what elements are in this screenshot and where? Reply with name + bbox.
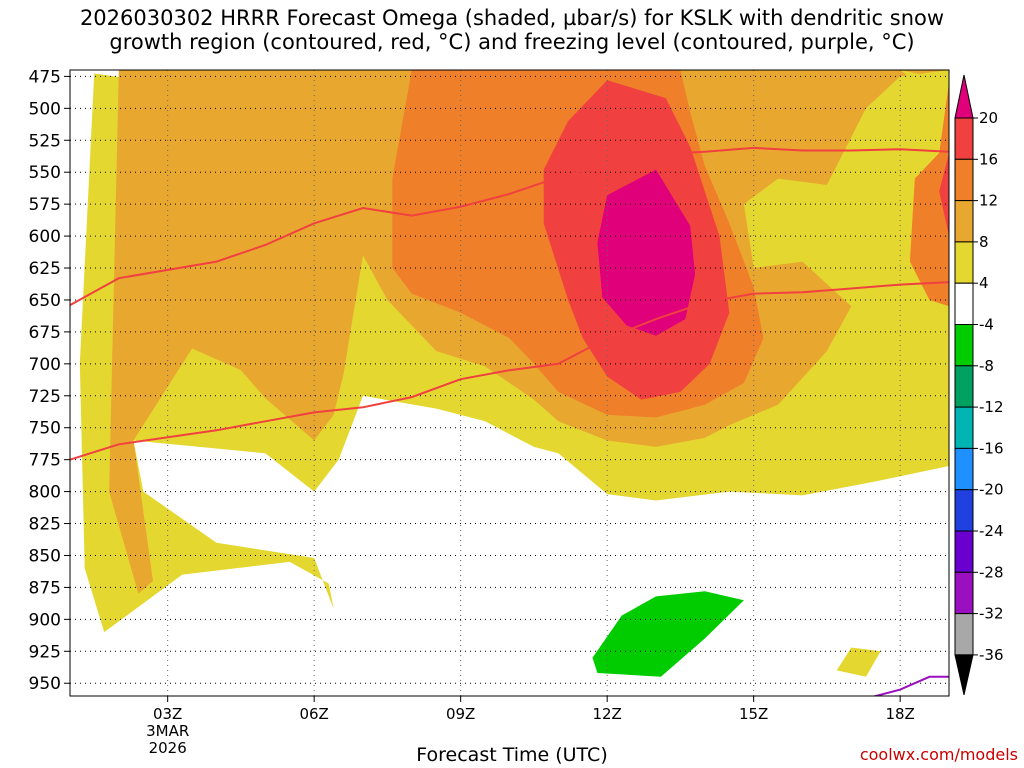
y-tick-label-475: 475 [29, 67, 61, 87]
y-tick-label-550: 550 [29, 163, 61, 183]
colorbar-label-1: 16 [979, 150, 998, 168]
y-tick-label-850: 850 [29, 546, 61, 566]
colorbar-swatch-5 [954, 282, 974, 326]
y-tick-label-725: 725 [29, 387, 61, 407]
title-line-1: 2026030302 HRRR Forecast Omega (shaded, … [79, 6, 945, 30]
x-tick-label-09Z: 09Z [446, 705, 475, 723]
x-tick-label-06Z: 06Z [299, 705, 328, 723]
y-tick-label-825: 825 [29, 515, 61, 535]
omega-region-level-16b [939, 153, 949, 237]
omega-colorbar: 20 16 12 8 4 -4 -8 -12 -16 -20 -24 -28 -32 -36 [954, 74, 1004, 696]
title-line-2: growth region (contoured, red, °C) and f… [109, 30, 915, 54]
colorbar-swatch-7 [954, 365, 974, 408]
colorbar-label-4: 4 [979, 274, 989, 292]
colorbar-label-11: -28 [979, 563, 1004, 581]
x-tick-label-12Z: 12Z [592, 705, 621, 723]
colorbar-label-6: -8 [979, 357, 994, 375]
y-tick-label-525: 525 [29, 131, 61, 151]
y-tick-label-675: 675 [29, 323, 61, 343]
contour-layer [70, 146, 949, 696]
y-tick-label-500: 500 [29, 99, 61, 119]
colorbar-label-2: 12 [979, 192, 998, 210]
colorbar-swatch-3 [954, 200, 974, 243]
omega-region-level-neg4 [592, 591, 744, 677]
x-date-label: 3MAR [146, 722, 189, 740]
colorbar-label-8: -16 [979, 439, 1004, 457]
colorbar-label-9: -20 [979, 481, 1004, 499]
colorbar-swatch-4 [954, 241, 974, 284]
colorbar-arrow-bottom [954, 654, 974, 696]
colorbar-label-5: -4 [979, 316, 994, 334]
y-tick-label-800: 800 [29, 483, 61, 503]
colorbar-label-10: -24 [979, 522, 1004, 540]
colorbar-swatch-1 [954, 117, 974, 160]
y-tick-label-775: 775 [29, 451, 61, 471]
terrain-band [70, 696, 949, 704]
plot-frame [69, 69, 950, 697]
colorbar-label-3: 8 [979, 233, 989, 251]
colorbar-label-0: 20 [979, 109, 998, 127]
colorbar-swatch-10 [954, 489, 974, 532]
x-tick-label-03Z: 03Z [153, 705, 182, 723]
omega-region-level-12b [909, 82, 949, 307]
colorbar-swatch-9 [954, 447, 974, 491]
colorbar-label-13: -36 [979, 646, 1004, 664]
colorbar-label-12: -32 [979, 605, 1004, 623]
colorbar-swatch-6 [954, 324, 974, 367]
freezing-level-contour [871, 675, 949, 696]
y-tick-label-950: 950 [29, 674, 61, 694]
y-tick-label-875: 875 [29, 578, 61, 598]
omega-region-level-4-patch [836, 647, 881, 677]
x-year-label: 2026 [149, 739, 187, 757]
omega-region-level-20 [597, 169, 696, 336]
x-tick-label-15Z: 15Z [739, 705, 768, 723]
y-tick-label-625: 625 [29, 259, 61, 279]
pressure-axis: 475 500 525 550 575 600 625 650 675 700 725 750 775 8… [29, 67, 70, 694]
y-tick-label-575: 575 [29, 195, 61, 215]
colorbar-swatch-13 [954, 613, 974, 656]
dendritic-contour-2 [70, 281, 949, 461]
colorbar-label-7: -12 [979, 398, 1004, 416]
y-tick-label-600: 600 [29, 227, 61, 247]
x-tick-label-18Z: 18Z [885, 705, 914, 723]
colorbar-swatch-11 [954, 530, 974, 573]
colorbar-swatch-12 [954, 571, 974, 615]
y-tick-label-700: 700 [29, 355, 61, 375]
omega-region-level-4-trough [900, 70, 949, 90]
y-tick-label-900: 900 [29, 610, 61, 630]
chart-title: 2026030302 HRRR Forecast Omega (shaded, … [0, 6, 1024, 54]
y-tick-label-925: 925 [29, 642, 61, 662]
omega-shading [70, 70, 949, 704]
colorbar-swatch-2 [954, 158, 974, 202]
credit-link[interactable]: coolwx.com/models [859, 745, 1018, 764]
dendritic-contour-1 [70, 146, 949, 306]
y-tick-label-650: 650 [29, 291, 61, 311]
colorbar-swatch-8 [954, 406, 974, 449]
colorbar-arrow-top [954, 74, 974, 119]
y-tick-label-750: 750 [29, 419, 61, 439]
x-axis-title: Forecast Time (UTC) [416, 744, 608, 766]
